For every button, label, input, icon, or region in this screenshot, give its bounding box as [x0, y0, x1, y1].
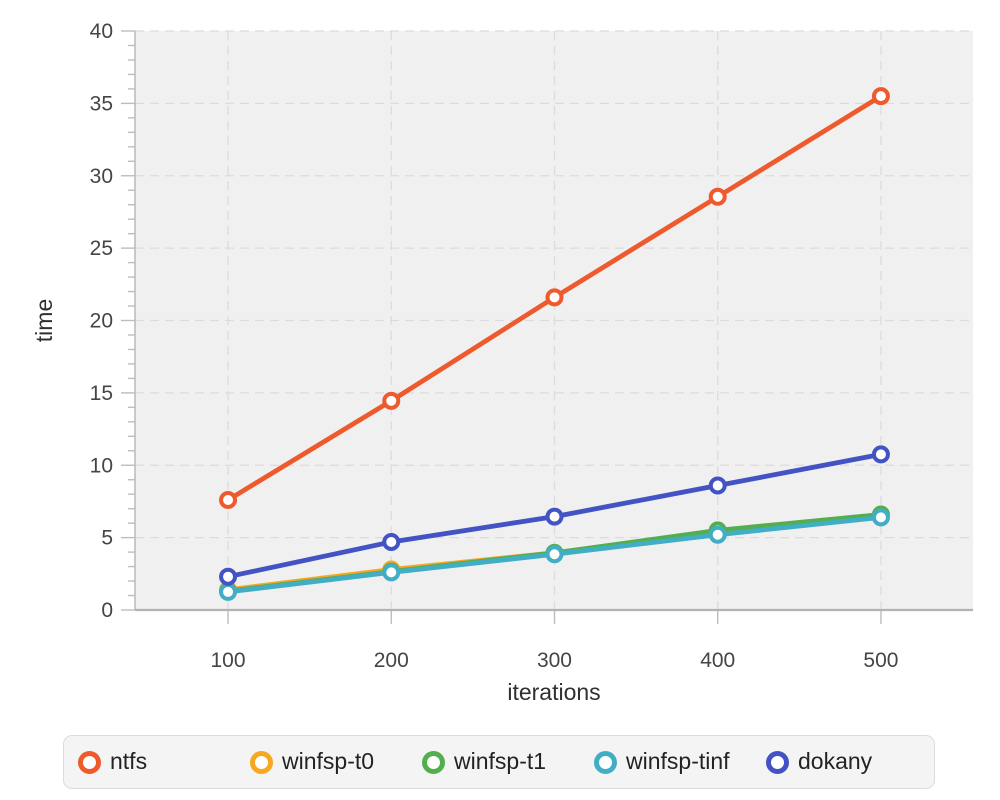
data-point-winfsp-tinf	[871, 508, 890, 527]
data-point-ntfs	[708, 187, 727, 206]
legend-item-ntfs: ntfs	[78, 747, 250, 775]
tick-labels: 0 5 10 15 20 25 30 35 40 100 200 300 400 500	[90, 20, 899, 672]
winfsp-t1-marker-icon	[422, 750, 445, 774]
legend-label-winfsp-tinf: winfsp-tinf	[626, 747, 730, 774]
legend-item-dokany: dokany	[766, 747, 873, 775]
y-tick-label: 20	[90, 310, 113, 333]
data-point-ntfs	[871, 87, 890, 106]
x-tick-label: 100	[211, 649, 246, 672]
y-tick-label: 5	[101, 527, 113, 550]
data-point-dokany	[708, 476, 727, 495]
data-point-dokany	[219, 567, 238, 586]
legend-label-dokany: dokany	[798, 747, 873, 774]
legend-label-ntfs: ntfs	[110, 747, 148, 774]
data-point-winfsp-tinf	[382, 563, 401, 582]
legend-label-winfsp-t1: winfsp-t1	[454, 747, 547, 774]
y-tick-label: 10	[90, 454, 113, 477]
data-point-ntfs	[382, 391, 401, 410]
data-point-ntfs	[545, 288, 564, 307]
x-tick-label: 500	[863, 649, 898, 672]
series-winfsp-tinf	[219, 508, 890, 601]
dokany-marker-icon	[766, 750, 789, 774]
series-ntfs	[219, 87, 890, 509]
data-point-winfsp-tinf	[545, 545, 564, 564]
x-tick-label: 200	[374, 649, 409, 672]
legend-item-winfsp-tinf: winfsp-tinf	[594, 747, 766, 775]
legend-label-winfsp-t0: winfsp-t0	[282, 747, 375, 774]
data-point-winfsp-tinf	[708, 525, 727, 544]
ntfs-marker-icon	[78, 750, 101, 774]
data-point-ntfs	[219, 490, 238, 509]
y-tick-label: 40	[90, 20, 113, 43]
y-tick-label: 30	[90, 165, 113, 188]
y-tick-label: 0	[101, 599, 113, 622]
axis-ticks	[121, 30, 882, 624]
y-tick-label: 35	[90, 92, 113, 115]
x-tick-label: 400	[700, 649, 735, 672]
legend-item-winfsp-t1: winfsp-t1	[422, 747, 594, 775]
y-tick-label: 25	[90, 237, 113, 260]
data-point-winfsp-tinf	[219, 582, 238, 601]
y-tick-label: 15	[90, 382, 113, 405]
data-point-dokany	[871, 445, 890, 464]
chart-legend: ntfs winfsp-t0 winfsp-t1 winfsp-tinf dok…	[63, 735, 935, 789]
winfsp-t0-marker-icon	[250, 750, 273, 774]
line-chart: 0 5 10 15 20 25 30 35 40 100 200 300 400 500 iteration…	[31, 20, 973, 705]
data-point-dokany	[545, 507, 564, 526]
y-axis-title: time	[31, 299, 57, 342]
legend-item-winfsp-t0: winfsp-t0	[250, 747, 422, 775]
data-point-dokany	[382, 532, 401, 551]
series-dokany	[219, 445, 890, 586]
x-axis-title: iterations	[507, 679, 600, 705]
x-tick-label: 300	[537, 649, 572, 672]
winfsp-tinf-marker-icon	[594, 750, 617, 774]
